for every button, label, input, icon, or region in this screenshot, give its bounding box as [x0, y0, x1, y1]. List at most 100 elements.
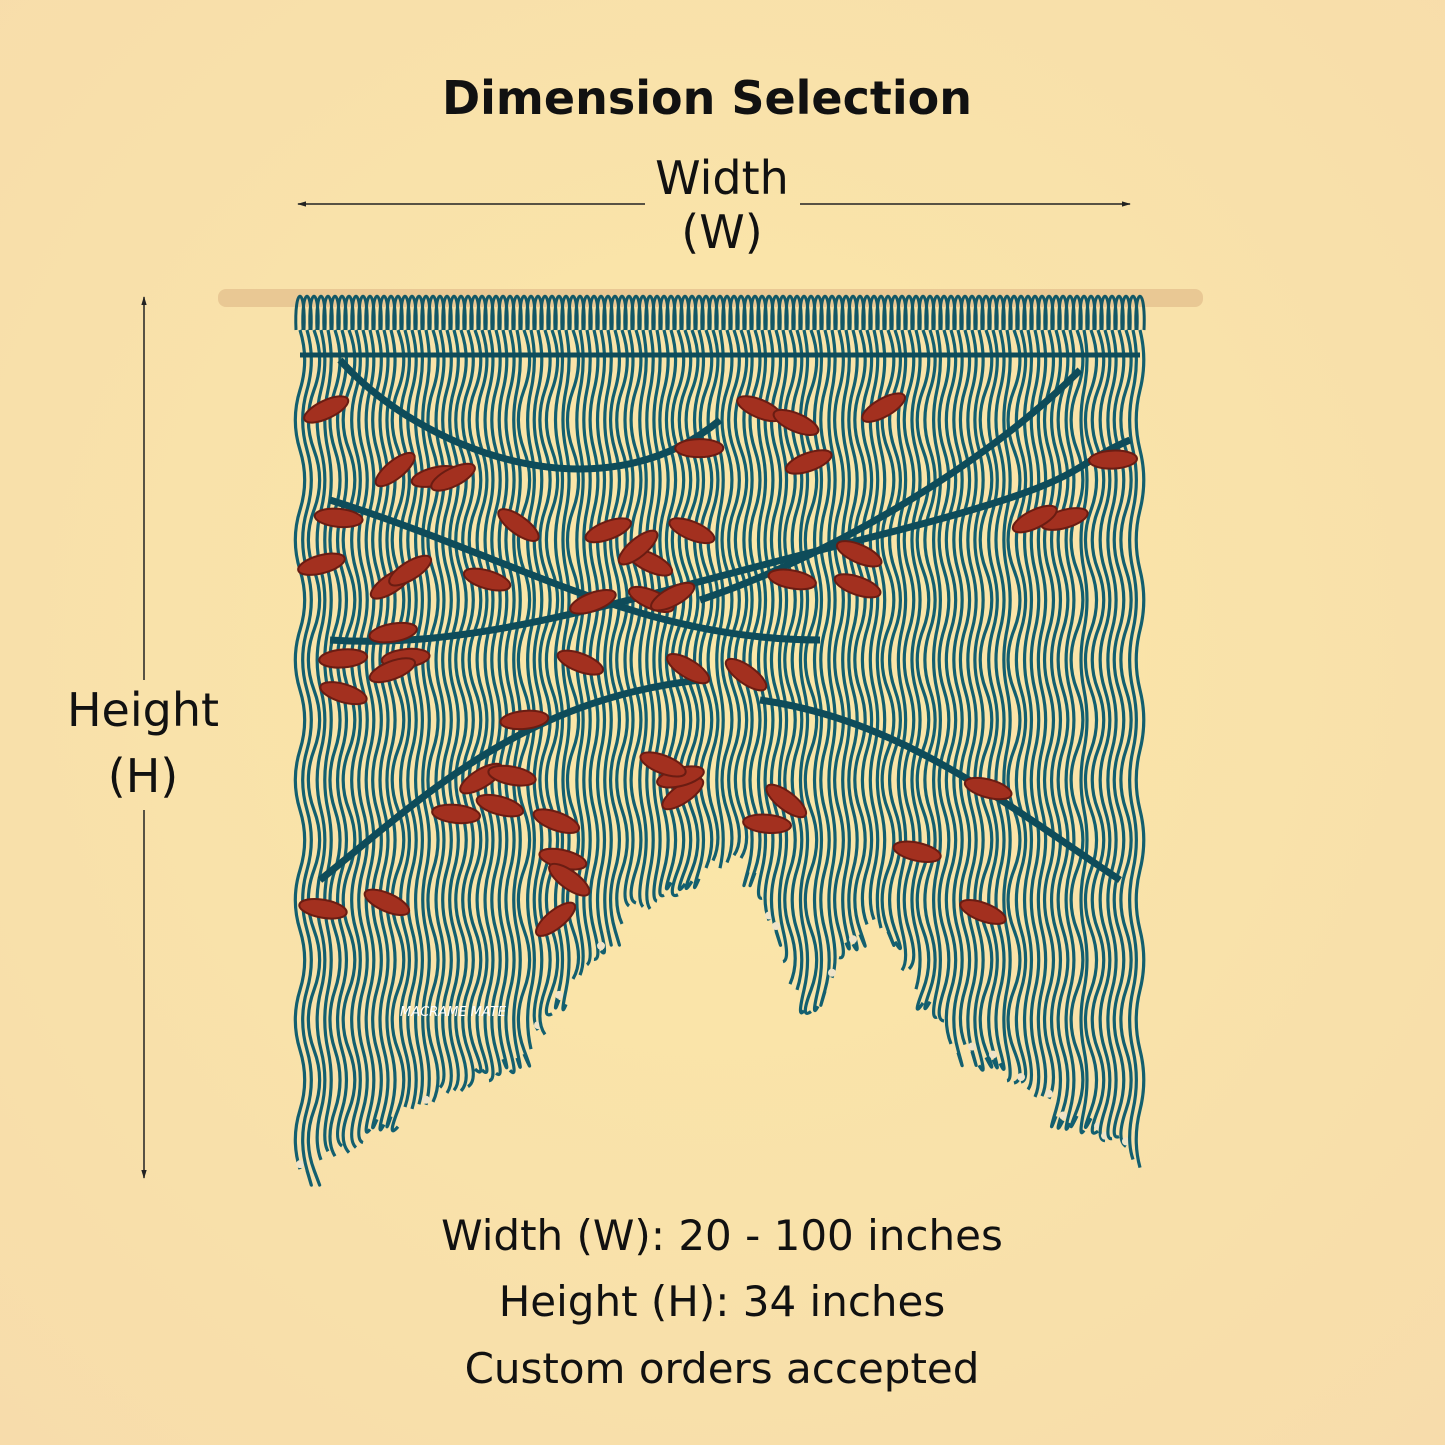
cord — [664, 329, 678, 891]
logo-text: MACRAME MATE — [400, 1005, 507, 1020]
leaf — [767, 568, 817, 591]
cord — [978, 329, 994, 1069]
cord — [777, 329, 789, 964]
cord — [629, 329, 643, 905]
cord — [853, 329, 867, 948]
cord — [833, 329, 845, 960]
vine — [698, 367, 1083, 604]
leaf — [556, 649, 604, 676]
cord — [315, 329, 327, 1161]
leaf — [363, 888, 411, 917]
cord — [798, 329, 810, 1015]
loop — [1134, 295, 1146, 331]
cord — [1079, 329, 1089, 1135]
leaf — [639, 751, 687, 778]
bead — [772, 922, 780, 931]
cord — [803, 329, 819, 1015]
cord — [910, 329, 922, 990]
cord — [733, 329, 749, 859]
cord — [790, 329, 804, 991]
leaf — [298, 898, 348, 920]
cord — [1002, 329, 1012, 1083]
bead — [828, 968, 836, 977]
cord — [937, 329, 951, 1023]
leaf — [487, 764, 537, 787]
leaf — [668, 517, 716, 545]
cord — [1022, 329, 1034, 1091]
leaf — [569, 589, 617, 615]
bead — [296, 1160, 304, 1169]
cord — [827, 329, 837, 979]
cord — [293, 329, 307, 1170]
leaf — [666, 652, 711, 685]
cord — [783, 329, 797, 985]
cord — [323, 329, 333, 1153]
bead — [422, 1095, 430, 1104]
cord — [1049, 329, 1063, 1129]
leaf — [833, 573, 882, 599]
cord — [623, 329, 635, 908]
bead — [1045, 1089, 1053, 1098]
cord — [1083, 329, 1099, 1129]
cord — [467, 329, 483, 1074]
width-code: (W) — [681, 205, 762, 259]
cord — [426, 329, 440, 1103]
leaf — [313, 507, 364, 529]
height-code: (H) — [108, 749, 178, 803]
spec-line: Width (W): 20 - 100 inches — [441, 1211, 1003, 1260]
cord — [952, 329, 964, 1068]
cord — [434, 329, 446, 1089]
macrame-curtain — [218, 289, 1203, 1187]
bead — [968, 1042, 976, 1051]
cord — [670, 329, 686, 898]
cord — [341, 329, 357, 1154]
leaf — [319, 681, 368, 706]
cord — [1056, 329, 1070, 1130]
cord — [371, 329, 383, 1130]
leaf — [532, 808, 581, 834]
bead — [597, 941, 605, 950]
cord — [860, 329, 874, 926]
cord — [684, 329, 700, 891]
cord — [944, 329, 958, 1045]
cord — [553, 329, 565, 1010]
cord — [880, 329, 896, 947]
leaf — [724, 657, 768, 692]
vine — [337, 357, 723, 473]
cord — [875, 329, 887, 929]
cord — [923, 329, 937, 1011]
bead — [1059, 1111, 1067, 1120]
cord — [841, 329, 851, 951]
cord — [1006, 329, 1022, 1085]
cord — [720, 329, 734, 864]
leaf — [431, 803, 481, 825]
leaf — [368, 657, 417, 684]
leaf — [303, 395, 350, 424]
leaf — [430, 462, 476, 492]
cord — [448, 329, 460, 1092]
cord — [364, 329, 376, 1134]
leaf — [499, 709, 550, 731]
leaf — [1011, 504, 1058, 534]
cord — [658, 329, 670, 898]
cord — [1128, 329, 1138, 1160]
bead — [849, 935, 857, 944]
cord — [706, 329, 720, 862]
cord — [994, 329, 1006, 1071]
cord — [638, 329, 648, 908]
cord — [769, 329, 783, 947]
leaf — [584, 517, 632, 544]
spec-line: Custom orders accepted — [465, 1344, 980, 1393]
cord — [1042, 329, 1056, 1100]
leaf — [963, 776, 1013, 801]
cord — [932, 329, 942, 1019]
cord — [350, 329, 362, 1149]
cord — [615, 329, 629, 925]
cord — [301, 329, 313, 1187]
vine — [329, 436, 1132, 645]
leaf — [765, 783, 808, 819]
cord — [603, 329, 613, 947]
cord — [306, 329, 322, 1187]
leaf — [497, 508, 540, 542]
leaf — [835, 540, 883, 568]
